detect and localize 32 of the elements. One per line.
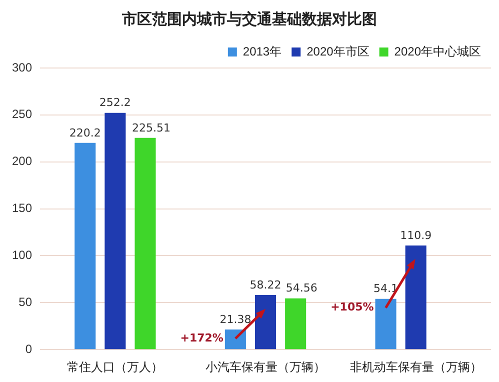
bar bbox=[285, 298, 306, 350]
data-label: 21.38 bbox=[220, 312, 252, 326]
data-label: 252.2 bbox=[99, 96, 131, 110]
x-tick-label: 非机动车保有量（万辆） bbox=[350, 360, 482, 374]
data-label: 58.22 bbox=[250, 278, 282, 292]
data-label: 54.56 bbox=[286, 282, 318, 295]
bar bbox=[375, 298, 396, 350]
data-label: 110.9 bbox=[400, 228, 432, 242]
y-tick-label: 100 bbox=[12, 248, 32, 262]
bar bbox=[74, 142, 96, 350]
x-tick-label: 小汽车保有量（万辆） bbox=[206, 360, 326, 374]
y-tick-label: 300 bbox=[12, 60, 32, 74]
y-tick-label: 200 bbox=[12, 154, 32, 168]
bar bbox=[224, 330, 246, 350]
bar bbox=[104, 112, 126, 350]
bar bbox=[405, 246, 426, 350]
legend-label: 2020年市区 bbox=[306, 44, 370, 58]
bar bbox=[134, 138, 156, 350]
data-label: 225.51 bbox=[132, 121, 170, 134]
legend-label: 2013年 bbox=[242, 44, 282, 58]
y-tick-label: 0 bbox=[25, 342, 32, 356]
chart-title: 市区范围内城市与交通基础数据对比图 bbox=[121, 10, 378, 29]
y-tick-label: 250 bbox=[12, 107, 32, 122]
annotation: +172% bbox=[180, 331, 224, 344]
bar bbox=[254, 294, 276, 350]
y-tick-label: 50 bbox=[18, 294, 32, 309]
x-tick-label: 常住人口（万人） bbox=[67, 360, 164, 374]
data-label: 220.2 bbox=[69, 126, 101, 140]
data-label: 54.1 bbox=[374, 282, 398, 296]
annotation: +105% bbox=[330, 300, 374, 314]
y-tick-label: 150 bbox=[12, 201, 32, 216]
legend-label: 2020年中心城区 bbox=[394, 44, 482, 58]
